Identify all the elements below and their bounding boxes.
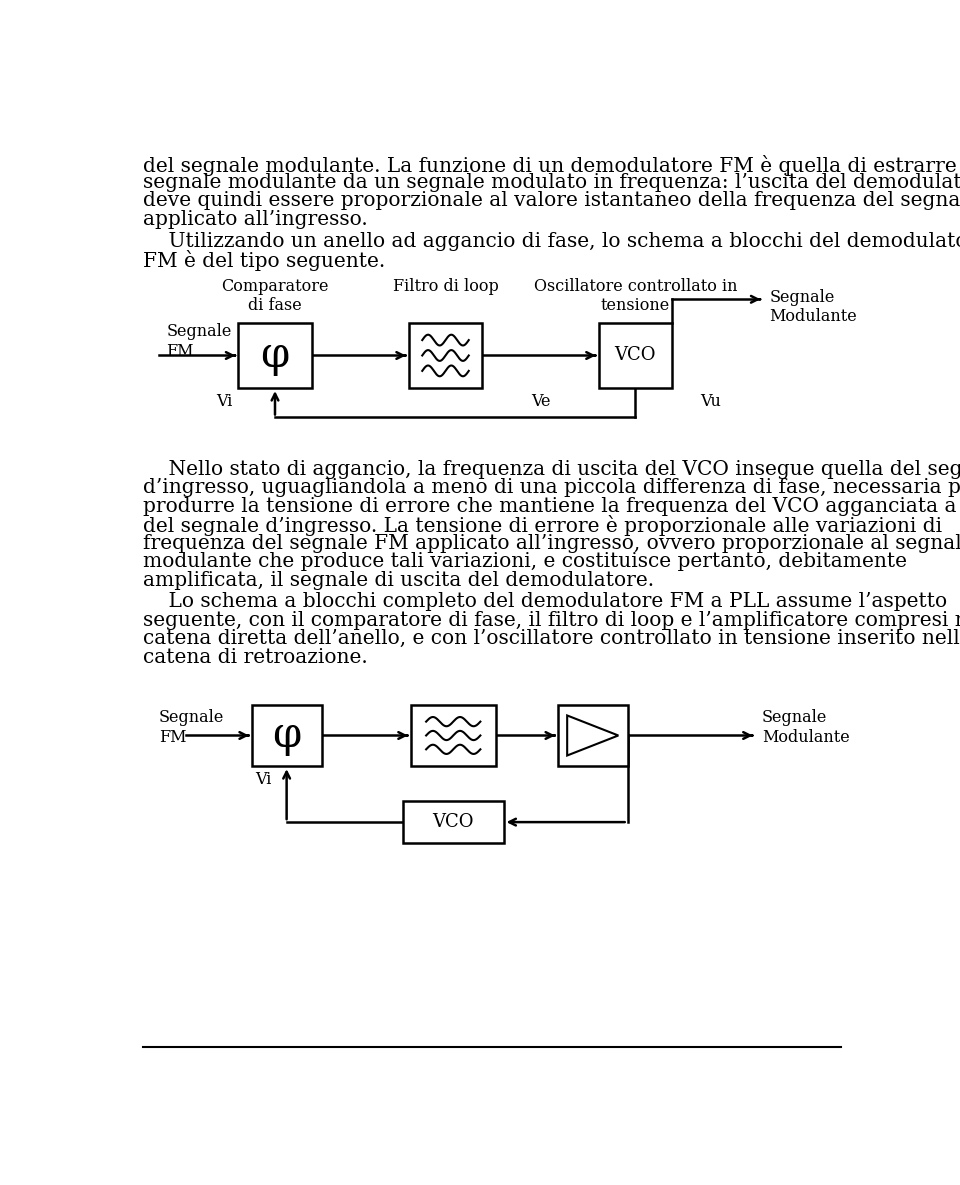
Text: deve quindi essere proporzionale al valore istantaneo della frequenza del segnal: deve quindi essere proporzionale al valo… — [143, 192, 960, 211]
Text: Comparatore
di fase: Comparatore di fase — [221, 277, 328, 314]
Text: Filtro di loop: Filtro di loop — [393, 277, 498, 295]
Text: Oscillatore controllato in
tensione: Oscillatore controllato in tensione — [534, 277, 737, 314]
Text: seguente, con il comparatore di fase, il filtro di loop e l’amplificatore compre: seguente, con il comparatore di fase, il… — [143, 610, 960, 629]
Text: d’ingresso, uguagliandola a meno di una piccola differenza di fase, necessaria p: d’ingresso, uguagliandola a meno di una … — [143, 479, 960, 498]
Text: Vi: Vi — [216, 393, 232, 410]
Bar — [238, 322, 312, 389]
Text: Segnale
FM: Segnale FM — [166, 324, 232, 360]
Bar — [411, 705, 496, 767]
Text: del segnale d’ingresso. La tensione di errore è proporzionale alle variazioni di: del segnale d’ingresso. La tensione di e… — [143, 515, 943, 537]
Text: Vu: Vu — [701, 393, 721, 410]
Text: del segnale modulante. La funzione di un demodulatore FM è quella di estrarre il: del segnale modulante. La funzione di un… — [143, 154, 960, 175]
Text: φ: φ — [260, 334, 290, 377]
Text: modulante che produce tali variazioni, e costituisce pertanto, debitamente: modulante che produce tali variazioni, e… — [143, 552, 907, 571]
Text: catena diretta dell’anello, e con l’oscillatore controllato in tensione inserito: catena diretta dell’anello, e con l’osci… — [143, 629, 960, 648]
Text: Vi: Vi — [255, 771, 272, 788]
Text: Lo schema a blocchi completo del demodulatore FM a PLL assume l’aspetto: Lo schema a blocchi completo del demodul… — [143, 592, 948, 611]
Text: catena di retroazione.: catena di retroazione. — [143, 648, 368, 667]
Polygon shape — [567, 716, 618, 756]
Text: Segnale
Modulante: Segnale Modulante — [761, 710, 850, 747]
Text: VCO: VCO — [614, 346, 656, 365]
Text: applicato all’ingresso.: applicato all’ingresso. — [143, 210, 368, 229]
Text: Segnale
FM: Segnale FM — [158, 710, 224, 747]
Text: frequenza del segnale FM applicato all’ingresso, ovvero proporzionale al segnale: frequenza del segnale FM applicato all’i… — [143, 533, 960, 552]
Text: Utilizzando un anello ad aggancio di fase, lo schema a blocchi del demodulatore: Utilizzando un anello ad aggancio di fas… — [143, 231, 960, 250]
Text: amplificata, il segnale di uscita del demodulatore.: amplificata, il segnale di uscita del de… — [143, 571, 655, 590]
Text: φ: φ — [272, 715, 301, 756]
Bar — [403, 801, 504, 844]
Bar — [409, 322, 482, 389]
Text: FM è del tipo seguente.: FM è del tipo seguente. — [143, 250, 386, 271]
Text: Ve: Ve — [531, 393, 550, 410]
Text: VCO: VCO — [433, 813, 474, 831]
Text: segnale modulante da un segnale modulato in frequenza: l’uscita del demodulatore: segnale modulante da un segnale modulato… — [143, 173, 960, 192]
Bar — [599, 322, 672, 389]
Text: produrre la tensione di errore che mantiene la frequenza del VCO agganciata a qu: produrre la tensione di errore che manti… — [143, 497, 960, 515]
Bar — [252, 705, 322, 767]
Text: Segnale
Modulante: Segnale Modulante — [770, 288, 857, 325]
Text: Nello stato di aggancio, la frequenza di uscita del VCO insegue quella del segna: Nello stato di aggancio, la frequenza di… — [143, 460, 960, 479]
Bar — [558, 705, 628, 767]
